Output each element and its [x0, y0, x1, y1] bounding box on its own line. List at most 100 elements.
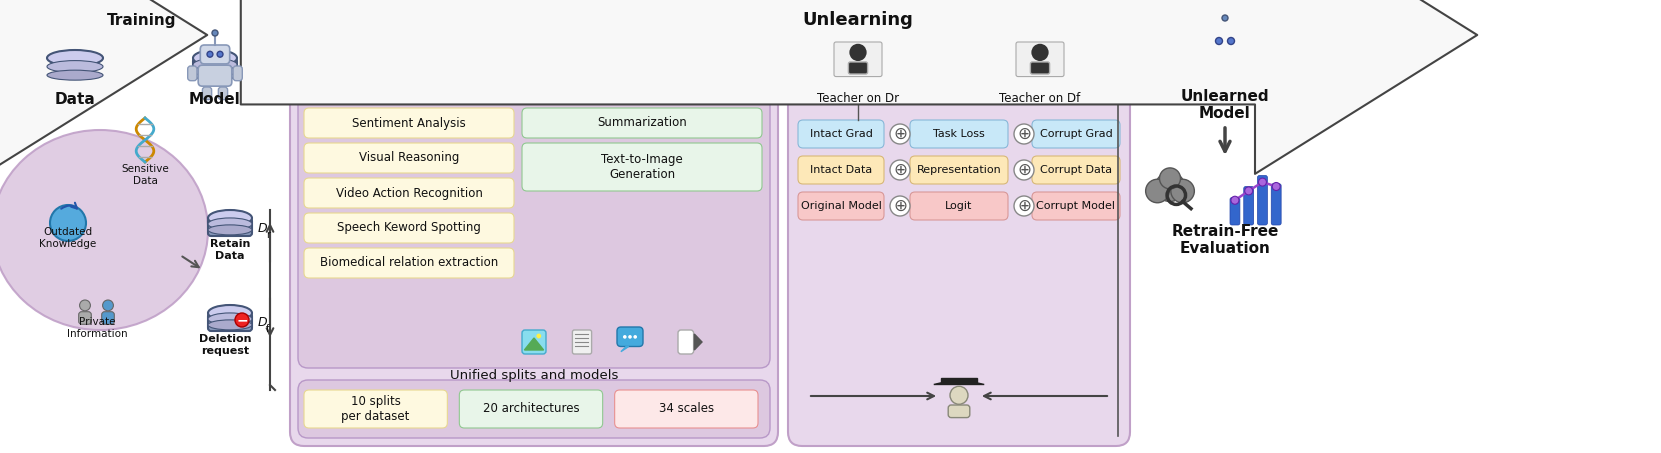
FancyBboxPatch shape: [1012, 38, 1068, 79]
Circle shape: [623, 335, 626, 339]
Text: Deletion
request: Deletion request: [199, 334, 251, 356]
Circle shape: [633, 335, 638, 339]
Circle shape: [1146, 179, 1169, 203]
Text: Text-to-Image
Generation: Text-to-Image Generation: [601, 153, 683, 181]
Circle shape: [1031, 44, 1048, 61]
Text: Training: Training: [108, 13, 176, 28]
FancyBboxPatch shape: [304, 213, 513, 243]
Text: Retrain-Free
Evaluation: Retrain-Free Evaluation: [1171, 224, 1279, 256]
Text: ⊕: ⊕: [894, 125, 907, 143]
Circle shape: [890, 160, 910, 180]
FancyBboxPatch shape: [1229, 80, 1241, 95]
FancyBboxPatch shape: [304, 73, 513, 103]
FancyBboxPatch shape: [1257, 175, 1267, 225]
FancyBboxPatch shape: [304, 390, 447, 428]
Text: Intact Grad: Intact Grad: [809, 129, 872, 139]
Circle shape: [1013, 196, 1035, 216]
FancyBboxPatch shape: [1208, 30, 1242, 53]
FancyBboxPatch shape: [834, 42, 882, 77]
Text: Summarization: Summarization: [596, 116, 688, 130]
Text: Representation: Representation: [917, 165, 1002, 175]
FancyBboxPatch shape: [829, 38, 887, 79]
FancyBboxPatch shape: [291, 12, 777, 446]
Text: Video Action Recognition: Video Action Recognition: [336, 187, 482, 199]
FancyBboxPatch shape: [208, 313, 252, 331]
Circle shape: [208, 51, 213, 57]
FancyBboxPatch shape: [797, 156, 884, 184]
FancyBboxPatch shape: [522, 73, 762, 103]
FancyBboxPatch shape: [522, 108, 762, 138]
Polygon shape: [694, 334, 703, 350]
Circle shape: [1156, 172, 1184, 202]
Text: Unified splits and models: Unified splits and models: [450, 368, 618, 381]
Text: Corrupt Model: Corrupt Model: [1036, 201, 1116, 211]
Text: Intact Data: Intact Data: [811, 165, 872, 175]
FancyBboxPatch shape: [460, 390, 603, 428]
FancyBboxPatch shape: [910, 192, 1008, 220]
Text: ⊕: ⊕: [1017, 125, 1031, 143]
Circle shape: [1227, 38, 1234, 44]
Text: Data: Data: [55, 92, 95, 107]
Circle shape: [537, 333, 541, 338]
FancyBboxPatch shape: [522, 143, 762, 191]
FancyBboxPatch shape: [101, 312, 115, 324]
Polygon shape: [621, 347, 630, 352]
FancyBboxPatch shape: [297, 380, 771, 438]
Text: Biomedical relation extraction: Biomedical relation extraction: [321, 256, 498, 270]
Text: Corrupt Grad: Corrupt Grad: [1040, 129, 1113, 139]
Ellipse shape: [193, 50, 238, 66]
FancyBboxPatch shape: [304, 143, 513, 173]
Circle shape: [1259, 178, 1266, 186]
FancyBboxPatch shape: [797, 192, 884, 220]
FancyBboxPatch shape: [849, 62, 867, 74]
FancyBboxPatch shape: [910, 120, 1008, 148]
Circle shape: [1231, 196, 1239, 204]
Text: Unified View of Unlearning: Unified View of Unlearning: [870, 19, 1048, 33]
Text: 34 scales: 34 scales: [659, 403, 714, 415]
Circle shape: [1171, 179, 1194, 203]
Text: ⊕: ⊕: [1017, 161, 1031, 179]
Text: Unlearning: Unlearning: [802, 11, 914, 29]
FancyBboxPatch shape: [1209, 80, 1221, 95]
FancyBboxPatch shape: [1017, 42, 1065, 77]
FancyBboxPatch shape: [208, 218, 252, 236]
FancyBboxPatch shape: [201, 45, 229, 64]
Text: Sensitive
Data: Sensitive Data: [121, 164, 169, 186]
Circle shape: [1216, 38, 1222, 44]
Circle shape: [1222, 15, 1227, 21]
Circle shape: [1244, 187, 1252, 195]
Text: Teacher on Dr: Teacher on Dr: [817, 92, 899, 105]
Text: 20 architectures: 20 architectures: [483, 403, 580, 415]
Circle shape: [628, 335, 631, 339]
FancyBboxPatch shape: [1030, 62, 1050, 74]
Circle shape: [234, 313, 249, 327]
FancyBboxPatch shape: [678, 330, 694, 354]
Ellipse shape: [47, 50, 103, 66]
Text: Text generation: Text generation: [596, 82, 688, 95]
FancyBboxPatch shape: [1193, 55, 1204, 72]
Text: Diverse tasks and modality: Diverse tasks and modality: [443, 53, 625, 66]
Text: Image Classification: Image Classification: [349, 82, 468, 95]
FancyBboxPatch shape: [203, 87, 211, 100]
FancyBboxPatch shape: [1231, 198, 1239, 225]
Text: Corrupt Data: Corrupt Data: [1040, 165, 1113, 175]
Circle shape: [218, 51, 223, 57]
Ellipse shape: [193, 58, 238, 71]
Circle shape: [890, 196, 910, 216]
Ellipse shape: [208, 305, 252, 321]
Circle shape: [1159, 168, 1181, 189]
Text: ⊕: ⊕: [894, 161, 907, 179]
FancyBboxPatch shape: [193, 58, 238, 78]
FancyBboxPatch shape: [1244, 187, 1254, 225]
Text: Sentiment Analysis: Sentiment Analysis: [352, 116, 465, 130]
Ellipse shape: [208, 313, 252, 325]
Circle shape: [1272, 183, 1281, 191]
Polygon shape: [942, 378, 977, 382]
Ellipse shape: [0, 130, 208, 330]
FancyBboxPatch shape: [1204, 54, 1246, 79]
Ellipse shape: [208, 225, 252, 235]
FancyBboxPatch shape: [304, 248, 513, 278]
Text: −: −: [236, 313, 247, 327]
Text: D: D: [257, 315, 267, 328]
Text: Private
Information: Private Information: [66, 317, 128, 339]
